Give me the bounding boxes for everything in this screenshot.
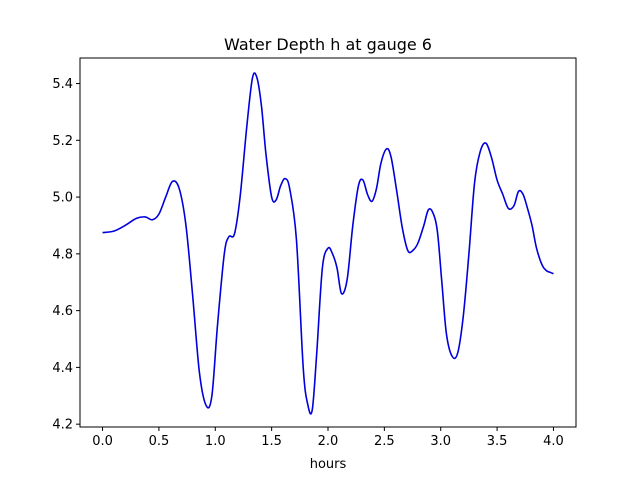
x-tick-label: 4.0 bbox=[543, 434, 564, 449]
x-tick-label: 1.5 bbox=[261, 434, 282, 449]
y-tick-label: 4.2 bbox=[52, 418, 73, 433]
y-tick-label: 4.4 bbox=[52, 361, 73, 376]
y-tick-label: 4.8 bbox=[52, 247, 73, 262]
x-tick-label: 3.5 bbox=[487, 434, 508, 449]
x-tick-label: 2.5 bbox=[374, 434, 395, 449]
x-tick-label: 3.0 bbox=[430, 434, 451, 449]
x-tick-label: 0.0 bbox=[92, 434, 113, 449]
y-tick-label: 5.0 bbox=[52, 191, 73, 206]
x-tick-label: 0.5 bbox=[149, 434, 170, 449]
x-tick-label: 1.0 bbox=[205, 434, 226, 449]
plot-area: 0.0 0.5 1.0 1.5 2.0 2.5 3.0 3.5 4.0 4.2 4.4 4.6 4.8 5… bbox=[52, 57, 577, 449]
x-axis-label: hours bbox=[310, 457, 347, 472]
x-tick-label: 2.0 bbox=[318, 434, 339, 449]
chart-title: Water Depth h at gauge 6 bbox=[224, 35, 432, 54]
series-line-0 bbox=[102, 72, 554, 415]
y-tick-label: 4.6 bbox=[52, 304, 73, 319]
y-tick-label: 5.4 bbox=[52, 77, 73, 92]
y-tick-label: 5.2 bbox=[52, 134, 73, 149]
